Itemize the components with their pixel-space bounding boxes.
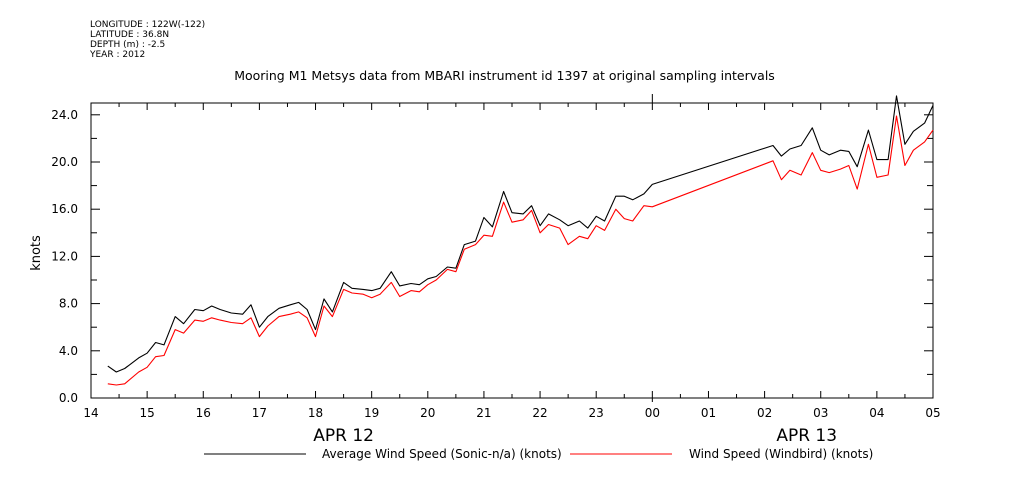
x-tick-label: 15 <box>139 406 154 420</box>
series-line-average-wind-speed <box>107 95 934 373</box>
x-tick-label: 23 <box>589 406 604 420</box>
x-tick-label: 05 <box>925 406 940 420</box>
chart-title: Mooring M1 Metsys data from MBARI instru… <box>234 68 775 83</box>
axes: 0.0 4.0 8.0 12.0 16.0 20.0 24.0 14 15 16 17 18 19 20 2… <box>51 94 941 446</box>
x-tick-label: 04 <box>869 406 884 420</box>
legend-label: Wind Speed (Windbird) (knots) <box>689 447 873 461</box>
y-tick-label: 16.0 <box>51 202 78 216</box>
x-tick-label: 17 <box>252 406 267 420</box>
y-tick-label: 12.0 <box>51 249 78 263</box>
x-tick-label: 03 <box>813 406 828 420</box>
x-tick-label: 21 <box>476 406 491 420</box>
date-label: APR 12 <box>313 426 374 446</box>
meta-longitude: LONGITUDE : 122W(-122) <box>90 20 206 30</box>
series-lines <box>107 95 934 386</box>
x-tick-label: 14 <box>83 406 98 420</box>
series-line-windbird-wind-speed <box>107 115 934 386</box>
x-tick-label: 16 <box>196 406 211 420</box>
x-tick-label: 20 <box>420 406 435 420</box>
plot-frame <box>90 102 934 399</box>
y-tick-label: 20.0 <box>51 155 78 169</box>
y-axis-label: knots <box>29 235 44 271</box>
header-metadata: LONGITUDE : 122W(-122) LATITUDE : 36.8N … <box>90 20 205 60</box>
x-tick-label: 19 <box>364 406 379 420</box>
meta-latitude: LATITUDE : 36.8N <box>90 30 170 40</box>
y-tick-label: 24.0 <box>51 108 78 122</box>
x-tick-label: 02 <box>757 406 772 420</box>
y-tick-label: 4.0 <box>59 344 78 358</box>
x-tick-label: 22 <box>532 406 547 420</box>
date-label: APR 13 <box>776 426 837 446</box>
y-tick-label: 0.0 <box>59 391 78 405</box>
legend-label: Average Wind Speed (Sonic-n/a) (knots) <box>322 447 562 461</box>
meta-year: YEAR : 2012 <box>90 50 146 60</box>
y-tick-label: 8.0 <box>59 297 78 311</box>
x-tick-label: 01 <box>701 406 716 420</box>
x-tick-label: 18 <box>308 406 323 420</box>
meta-depth: DEPTH (m) : -2.5 <box>90 40 166 50</box>
x-tick-label: 00 <box>645 406 660 420</box>
legend: Average Wind Speed (Sonic-n/a) (knots) Wi… <box>204 447 873 461</box>
axis-labels: knots <box>29 235 44 271</box>
